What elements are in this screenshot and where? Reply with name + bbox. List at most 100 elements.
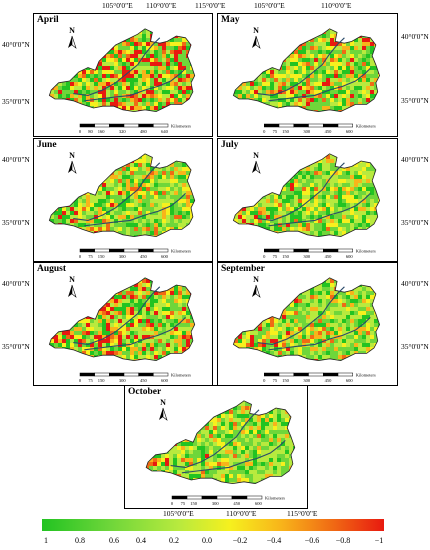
scale-unit: Kilometers [265,496,285,501]
panel-title: April [37,15,59,25]
scale-unit: Kilometers [171,373,191,378]
scale-tick: 75 [273,129,278,134]
legend-tick: 0.2 [169,536,179,545]
scale-tick: 150 [282,254,290,259]
boundary-line [84,68,186,102]
scale-tick: 450 [325,129,333,134]
boundary-line [84,317,186,351]
lon-label: 115°0'0"E [195,1,226,10]
scale-tick: 450 [325,254,333,259]
scale-tick: 75 [88,254,93,259]
north-label: N [253,26,259,35]
scale-tick: 150 [282,129,290,134]
scale-unit: Kilometers [171,124,191,129]
raster-cells [233,277,380,361]
panel-title: June [37,140,57,150]
scale-tick: 480 [140,129,148,134]
boundary-line [268,317,371,351]
lon-label: 105°0'0"E [102,1,133,10]
scale-tick: 0 [263,254,266,259]
region-outline [145,400,296,485]
region-outline [232,277,381,362]
lat-label: 35°0'0"N [2,218,30,227]
map-panel-october: N 0 75 150 300 450 600 Kilometers October [124,385,308,509]
scale-tick: 75 [88,378,93,383]
lat-label: 40°0'0"N [401,279,429,288]
north-label: N [69,26,75,35]
scale-tick: 450 [325,378,333,383]
legend-tick: 0.4 [136,536,146,545]
scale-unit: Kilometers [356,124,376,129]
panel-title: September [221,264,265,274]
scale-tick: 0 [171,501,174,506]
lon-label: 105°0'0"E [163,509,194,518]
scale-tick: 0 [263,129,266,134]
boundary-line [73,286,161,345]
scale-tick: 80 [88,129,93,134]
lon-label: 110°0'0"E [321,1,352,10]
raster-cells [49,277,195,361]
north-arrow-icon: N [68,26,77,49]
scale-tick: 600 [346,254,354,259]
map-panel-august: N 0 75 150 300 450 600 Kilometers August [33,262,213,386]
lat-label: 35°0'0"N [2,342,30,351]
boundary-line [268,193,371,227]
scale-tick: 300 [119,254,127,259]
scale-tick: 150 [190,501,198,506]
scale-tick: 75 [181,501,186,506]
boundary-line [73,37,161,96]
boundary-line [257,37,345,96]
raster-cells [146,400,295,484]
lat-label: 35°0'0"N [401,218,429,227]
lat-label: 35°0'0"N [401,342,429,351]
raster-cells [49,153,195,237]
north-label: N [253,151,259,160]
north-arrow-icon: N [159,398,168,421]
legend-tick: 0.8 [75,536,85,545]
region-outline [48,277,196,362]
scale-tick: 450 [140,254,148,259]
scale-tick: 600 [161,378,169,383]
lat-label: 40°0'0"N [401,155,429,164]
lat-label: 40°0'0"N [2,40,30,49]
north-label: N [253,275,259,284]
legend-tick: 0.0 [202,536,212,545]
north-label: N [160,398,166,407]
lat-label: 40°0'0"N [2,279,30,288]
raster-cells [233,28,380,112]
raster-cells [233,153,380,237]
map-panel-june: N 0 75 150 300 450 600 Kilometers June [33,138,213,262]
north-label: N [69,275,75,284]
scale-tick: 0 [79,129,82,134]
legend-tick: −1 [374,536,384,545]
scale-tick: 75 [273,378,278,383]
boundary-line [84,193,186,227]
scale-unit: Kilometers [171,249,191,254]
lat-label: 40°0'0"N [401,32,429,41]
boundary-line [257,286,345,345]
north-arrow-icon: N [252,275,261,298]
lat-label: 40°0'0"N [2,155,30,164]
map-panel-july: N 0 75 150 300 450 600 Kilometers July [217,138,398,262]
north-arrow-icon: N [68,151,77,174]
boundary-line [73,162,161,221]
scale-tick: 600 [161,254,169,259]
scale-tick: 300 [303,254,311,259]
scale-tick: 600 [255,501,263,506]
scale-tick: 0 [263,378,266,383]
panel-title: July [221,140,239,150]
boundary-line [170,409,260,468]
scale-tick: 150 [98,378,106,383]
scale-tick: 600 [346,129,354,134]
